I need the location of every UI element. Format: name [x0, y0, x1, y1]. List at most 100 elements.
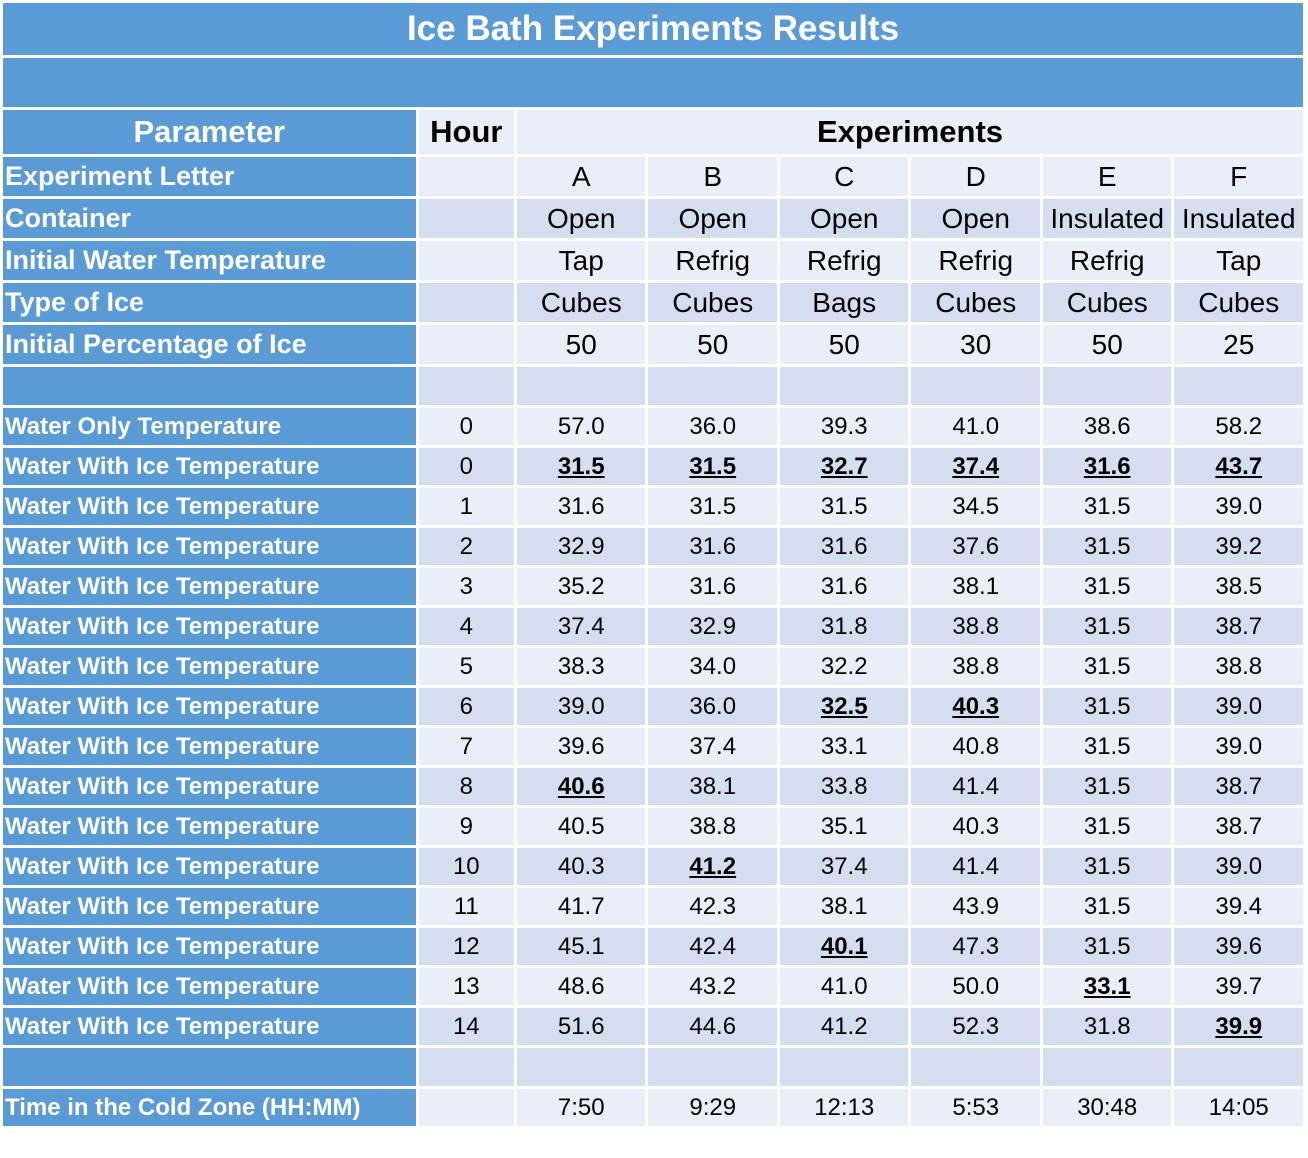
temperature-cell-c: 33.8: [779, 768, 909, 805]
temperature-cell-f: 38.7: [1174, 768, 1303, 805]
temperature-cell-f: 39.0: [1174, 848, 1303, 885]
temperature-cell-f: 39.0: [1174, 688, 1303, 725]
temperature-cell-b: 31.6: [648, 568, 777, 605]
parameter-label: Container: [3, 199, 416, 238]
temperature-cell-a: 32.9: [516, 528, 646, 565]
temperature-cell-e: 31.5: [1042, 688, 1172, 725]
hour-cell: 0: [418, 408, 514, 445]
temperature-cell-c: 38.1: [779, 888, 909, 925]
parameter-label: Type of Ice: [3, 283, 416, 322]
parameter-value-e: Insulated: [1042, 199, 1172, 238]
spacer-cell: [779, 1048, 909, 1086]
temperature-cell-e: 31.5: [1042, 768, 1172, 805]
temperature-cell-c: 32.5: [779, 688, 909, 725]
temperature-cell-d: 38.8: [911, 608, 1040, 645]
parameter-value-f: 25: [1174, 325, 1303, 364]
temperature-cell-e: 31.5: [1042, 888, 1172, 925]
temperature-cell-b: 34.0: [648, 648, 777, 685]
spacer-row: [3, 1048, 1303, 1086]
temperature-cell-e: 31.5: [1042, 648, 1172, 685]
temperature-cell-e: 31.8: [1042, 1008, 1172, 1045]
temperature-cell-f: 39.7: [1174, 968, 1303, 1005]
hour-cell: 3: [418, 568, 514, 605]
parameter-row: Experiment Letter A B C D E F: [3, 157, 1303, 196]
temperature-cell-c: 41.2: [779, 1008, 909, 1045]
temperature-cell-d: 41.4: [911, 768, 1040, 805]
cold-zone-time-a: 7:50: [516, 1089, 646, 1126]
temperature-cell-a: 35.2: [516, 568, 646, 605]
temperature-cell-a: 41.7: [516, 888, 646, 925]
hour-cell: 13: [418, 968, 514, 1005]
table-row: Water With Ice Temperature 11 41.7 42.3 38.1…: [3, 888, 1303, 925]
spacer-cell: [648, 1048, 777, 1086]
temperature-cell-e: 31.5: [1042, 848, 1172, 885]
temperature-cell-a: 40.3: [516, 848, 646, 885]
hour-cell: 14: [418, 1008, 514, 1045]
cold-zone-time-b: 9:29: [648, 1089, 777, 1126]
parameter-value-b: Open: [648, 199, 777, 238]
measurement-label: Water With Ice Temperature: [3, 608, 416, 645]
parameter-value-a: Tap: [516, 241, 646, 280]
temperature-cell-f: 58.2: [1174, 408, 1303, 445]
parameter-value-f: Cubes: [1174, 283, 1303, 322]
temperature-cell-a: 31.5: [516, 448, 646, 485]
measurement-label: Water With Ice Temperature: [3, 928, 416, 965]
temperature-cell-a: 38.3: [516, 648, 646, 685]
spacer-cell: [911, 1048, 1040, 1086]
table-row: Water With Ice Temperature 3 35.2 31.6 31.6 3…: [3, 568, 1303, 605]
parameter-row: Type of Ice Cubes Cubes Bags Cubes Cubes Cubes: [3, 283, 1303, 322]
temperature-cell-d: 43.9: [911, 888, 1040, 925]
temperature-cell-c: 32.2: [779, 648, 909, 685]
parameter-value-c: Refrig: [779, 241, 909, 280]
temperature-cell-b: 38.8: [648, 808, 777, 845]
measurement-label: Water With Ice Temperature: [3, 648, 416, 685]
temperature-cell-b: 43.2: [648, 968, 777, 1005]
temperature-cell-e: 31.5: [1042, 528, 1172, 565]
hour-cell-empty: [418, 199, 514, 238]
cold-zone-row: Time in the Cold Zone (HH:MM) 7:50 9:29 12:…: [3, 1089, 1303, 1126]
measurement-label: Water With Ice Temperature: [3, 968, 416, 1005]
temperature-cell-d: 52.3: [911, 1008, 1040, 1045]
cold-zone-time-d: 5:53: [911, 1089, 1040, 1126]
temperature-cell-c: 35.1: [779, 808, 909, 845]
parameter-label: Initial Water Temperature: [3, 241, 416, 280]
spacer-label-cell: [3, 1048, 416, 1086]
measurement-label: Water Only Temperature: [3, 408, 416, 445]
parameter-value-d: 30: [911, 325, 1040, 364]
parameter-value-f: Tap: [1174, 241, 1303, 280]
hour-cell-empty: [418, 325, 514, 364]
temperature-cell-f: 38.7: [1174, 608, 1303, 645]
hour-cell-empty: [418, 283, 514, 322]
table-row: Water With Ice Temperature 2 32.9 31.6 31.6 3…: [3, 528, 1303, 565]
parameter-row: Initial Water Temperature Tap Refrig Refrig…: [3, 241, 1303, 280]
table-row: Water With Ice Temperature 9 40.5 38.8 35.1 4…: [3, 808, 1303, 845]
temperature-cell-c: 31.6: [779, 568, 909, 605]
spacer-cell: [1174, 1048, 1303, 1086]
measurement-label: Water With Ice Temperature: [3, 528, 416, 565]
hour-header: Hour: [418, 110, 514, 154]
parameter-value-f: Insulated: [1174, 199, 1303, 238]
temperature-cell-f: 39.0: [1174, 488, 1303, 525]
temperature-cell-e: 33.1: [1042, 968, 1172, 1005]
temperature-cell-d: 40.3: [911, 808, 1040, 845]
hour-cell: 1: [418, 488, 514, 525]
temperature-cell-a: 45.1: [516, 928, 646, 965]
temperature-cell-b: 32.9: [648, 608, 777, 645]
parameter-value-e: Refrig: [1042, 241, 1172, 280]
measurement-label: Water With Ice Temperature: [3, 568, 416, 605]
hour-cell: 4: [418, 608, 514, 645]
parameter-value-d: D: [911, 157, 1040, 196]
temperature-cell-c: 33.1: [779, 728, 909, 765]
temperature-cell-c: 31.5: [779, 488, 909, 525]
table-row: Water Only Temperature 0 57.0 36.0 39.3 41.0 3…: [3, 408, 1303, 445]
temperature-cell-b: 42.4: [648, 928, 777, 965]
temperature-cell-c: 31.6: [779, 528, 909, 565]
temperature-cell-f: 39.0: [1174, 728, 1303, 765]
parameter-value-a: A: [516, 157, 646, 196]
spacer-hour-cell: [418, 1048, 514, 1086]
hour-cell-empty: [418, 157, 514, 196]
table-row: Water With Ice Temperature 12 45.1 42.4 40.1…: [3, 928, 1303, 965]
spacer-cell: [911, 367, 1040, 405]
header-band: [3, 58, 1303, 107]
cold-zone-label: Time in the Cold Zone (HH:MM): [3, 1089, 416, 1126]
